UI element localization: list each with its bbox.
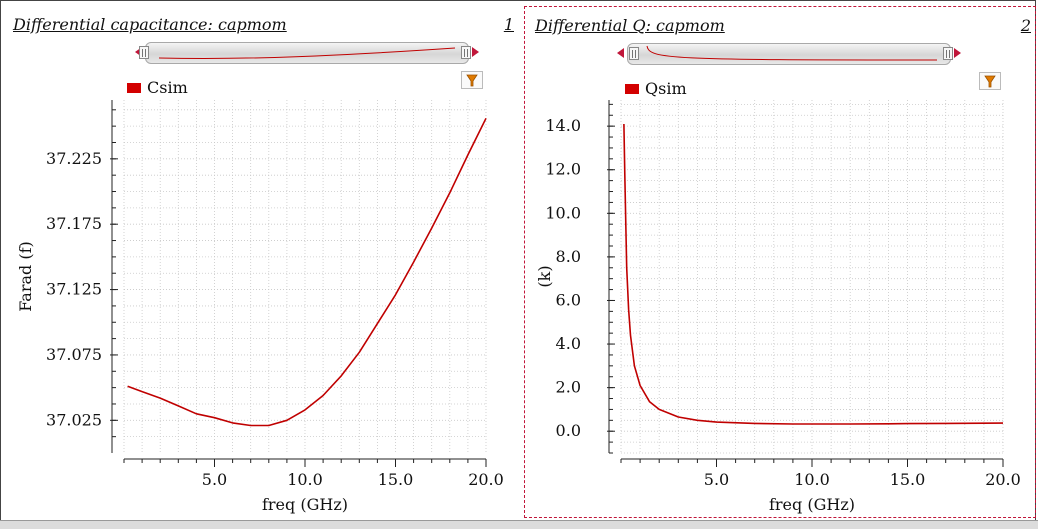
x-tick-label: 10.0 [794, 470, 830, 489]
scroller-preview-trace [646, 45, 938, 61]
x-axis-label: freq (GHz) [262, 495, 348, 514]
scroll-left-icon[interactable] [617, 48, 624, 58]
x-tick-label: 10.0 [287, 470, 323, 489]
x-tick-label: 5.0 [202, 470, 227, 489]
scroll-grip-left-icon[interactable]: || [139, 46, 149, 59]
scroll-grip-right-icon[interactable]: || [943, 47, 953, 60]
capacitance-panel[interactable]: Differential capacitance: capmom 1 || ||… [3, 6, 520, 518]
y-tick-label: 8.0 [556, 247, 581, 266]
legend-label-csim: Csim [147, 78, 188, 97]
panel-number[interactable]: 1 [503, 15, 514, 34]
legend-swatch [625, 83, 639, 94]
y-axis-label: Farad (f) [16, 241, 35, 311]
funnel-icon [466, 74, 478, 87]
x-tick-label: 20.0 [468, 470, 504, 489]
y-tick-label: 0.0 [556, 421, 581, 440]
scroll-grip-left-icon[interactable]: || [629, 47, 639, 60]
y-tick-label: 6.0 [556, 290, 581, 309]
legend-label-qsim: Qsim [645, 79, 687, 98]
y-tick-label: 37.175 [46, 214, 102, 233]
filter-button[interactable] [461, 71, 483, 89]
panel-title: Differential Q: capmom [535, 16, 725, 35]
x-tick-label: 5.0 [704, 470, 729, 489]
y-tick-label: 10.0 [545, 203, 581, 222]
y-tick-label: 37.075 [46, 345, 102, 364]
y-tick-label: 14.0 [545, 116, 581, 135]
y-tick-label: 12.0 [545, 160, 581, 179]
x-range-scroller[interactable]: || || [617, 43, 961, 65]
series-line-qsim [623, 123, 1004, 425]
legend: Qsim [625, 79, 687, 98]
scroll-left-icon[interactable] [135, 47, 142, 57]
status-bar [0, 520, 1038, 529]
legend: Csim [127, 78, 188, 97]
filter-button[interactable] [979, 72, 1001, 90]
x-range-scroller[interactable]: || || [135, 42, 479, 64]
x-axis-label: freq (GHz) [769, 495, 855, 514]
x-tick-label: 15.0 [378, 470, 414, 489]
scroll-right-icon[interactable] [472, 47, 479, 57]
scroll-grip-right-icon[interactable]: || [461, 46, 471, 59]
series-line-csim [127, 117, 487, 427]
panel-number[interactable]: 2 [1020, 16, 1031, 35]
scroll-right-icon[interactable] [954, 48, 961, 58]
y-tick-label: 37.025 [46, 410, 102, 429]
y-tick-label: 2.0 [556, 378, 581, 397]
y-tick-label: 4.0 [556, 334, 581, 353]
y-tick-label: 37.125 [46, 280, 102, 299]
y-tick-label: 37.225 [46, 149, 102, 168]
x-tick-label: 15.0 [890, 470, 926, 489]
funnel-icon [984, 75, 996, 88]
legend-swatch [127, 82, 141, 93]
scroller-preview-trace [158, 47, 456, 60]
x-tick-label: 20.0 [985, 470, 1021, 489]
panel-title: Differential capacitance: capmom [13, 15, 287, 34]
y-axis-label: (k) [535, 265, 554, 287]
q-panel[interactable]: Differential Q: capmom 2 || || Qsim [524, 6, 1036, 518]
